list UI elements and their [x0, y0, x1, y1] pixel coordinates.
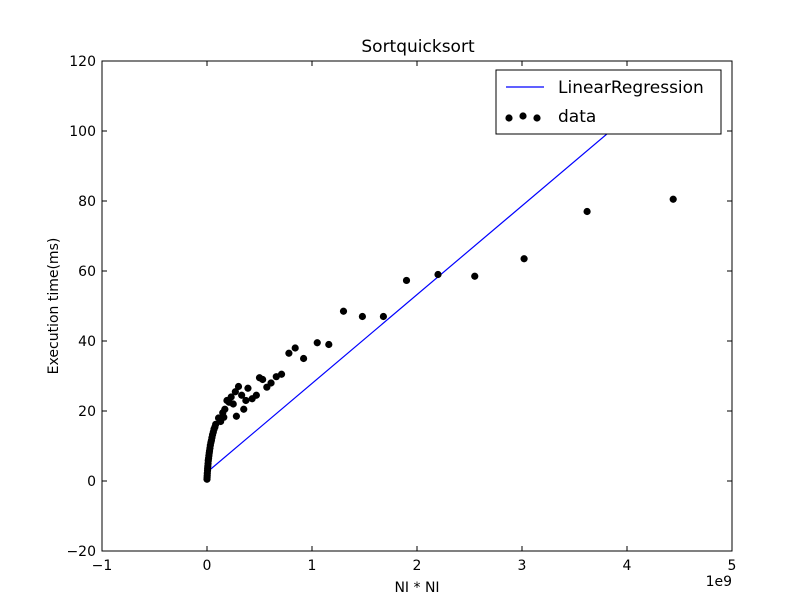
data-point — [313, 339, 321, 347]
data-point — [669, 195, 677, 203]
data-point — [240, 405, 248, 413]
data-point — [221, 405, 229, 413]
data-point — [325, 340, 333, 349]
data-point — [471, 272, 479, 280]
x-tick-label: −1 — [92, 558, 113, 574]
data-point — [231, 388, 239, 396]
legend-box — [495, 69, 722, 135]
x-tick-label: 1 — [308, 558, 317, 574]
y-tick-label: 0 — [87, 474, 96, 490]
x-tick-label: 2 — [413, 558, 422, 574]
legend-label-regression: LinearRegression — [558, 78, 704, 98]
data-point — [238, 391, 246, 399]
data-point — [232, 412, 240, 420]
data-point — [259, 375, 267, 384]
data-point — [244, 384, 252, 392]
data-point — [229, 400, 237, 408]
data-point — [291, 344, 299, 352]
data-point — [520, 255, 528, 263]
data-point — [402, 276, 411, 285]
legend-marker-swatch-1 — [505, 114, 513, 122]
regression-line — [206, 116, 628, 473]
data-point — [379, 312, 387, 321]
legend: LinearRegression data — [495, 69, 722, 135]
data-point — [358, 312, 366, 321]
legend-marker-swatch-2 — [519, 112, 527, 120]
ticks-layer: −1 0 1 2 3 4 5 −20 0 20 40 60 80 100 120 — [66, 54, 736, 574]
data-point — [300, 354, 308, 363]
x-tick-label: 0 — [203, 558, 212, 574]
x-axis-label: NI * NI — [394, 580, 439, 596]
data-point — [267, 379, 275, 387]
data-point — [583, 207, 591, 216]
data-point — [252, 391, 260, 399]
chart-title: Sortquicksort — [361, 37, 475, 57]
data-point — [234, 382, 243, 391]
x-tick-label: 4 — [623, 558, 632, 574]
y-tick-label: 80 — [78, 194, 96, 210]
legend-marker-swatch-3 — [533, 114, 541, 122]
data-point — [242, 396, 250, 405]
y-tick-label: 60 — [78, 264, 96, 280]
data-point — [285, 349, 293, 357]
data-point — [339, 307, 348, 315]
y-tick-label: −20 — [66, 544, 96, 560]
x-tick-label: 3 — [518, 558, 527, 574]
series-layer — [203, 116, 677, 483]
y-tick-label: 20 — [78, 404, 96, 420]
data-point — [220, 413, 228, 421]
legend-label-data: data — [558, 107, 596, 127]
y-tick-label: 100 — [69, 124, 96, 140]
data-point — [227, 393, 235, 401]
y-axis-label: Execution time(ms) — [46, 238, 62, 375]
data-point — [277, 370, 286, 378]
x-scale-offset-label: 1e9 — [706, 574, 732, 590]
y-tick-label: 120 — [69, 54, 96, 70]
data-point — [434, 270, 442, 279]
y-tick-label: 40 — [78, 334, 96, 350]
x-tick-label: 5 — [728, 558, 737, 574]
